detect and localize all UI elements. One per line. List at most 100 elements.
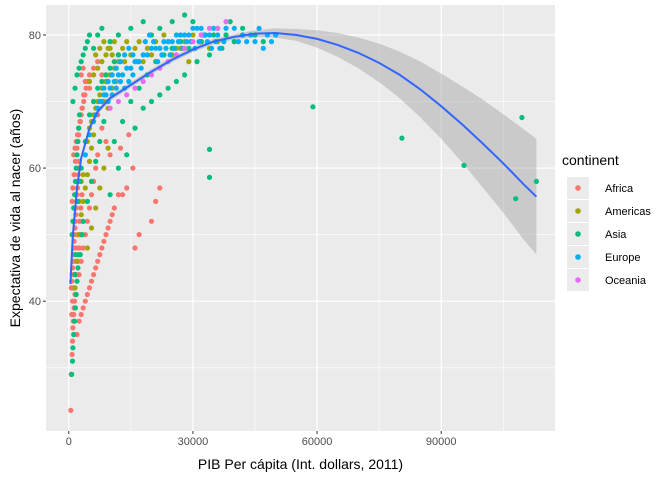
point-asia xyxy=(310,104,316,110)
point-europe xyxy=(109,72,115,78)
point-americas xyxy=(140,59,146,65)
point-europe xyxy=(113,65,119,71)
point-americas xyxy=(86,78,93,85)
point-europe xyxy=(161,39,167,45)
point-asia xyxy=(165,85,171,91)
point-oceania xyxy=(132,85,138,91)
point-asia xyxy=(80,218,86,224)
point-asia xyxy=(97,138,103,145)
point-oceania xyxy=(182,45,188,51)
point-europe xyxy=(206,32,213,38)
point-europe xyxy=(184,39,190,45)
point-europe xyxy=(260,45,266,51)
point-europe xyxy=(124,65,130,71)
point-africa xyxy=(105,225,111,231)
legend-swatch-oceania xyxy=(575,277,581,283)
point-asia xyxy=(124,152,130,158)
legend-label-americas: Americas xyxy=(605,206,651,218)
point-oceania xyxy=(107,105,113,111)
point-asia xyxy=(186,45,192,51)
smooth-trend-line xyxy=(69,31,538,284)
point-asia xyxy=(223,32,229,38)
y-axis-title: Expectativa de vida al nacer (años) xyxy=(7,109,23,328)
point-oceania xyxy=(206,25,213,31)
point-africa xyxy=(109,212,115,218)
point-asia xyxy=(76,112,83,118)
point-africa xyxy=(74,145,80,151)
point-asia xyxy=(91,45,97,51)
point-asia xyxy=(70,345,76,351)
point-africa xyxy=(79,192,85,198)
point-africa xyxy=(79,105,85,111)
point-asia xyxy=(111,138,117,145)
point-americas xyxy=(161,32,167,38)
point-europe xyxy=(223,25,229,31)
point-asia xyxy=(206,174,213,180)
x-tick-label: 90000 xyxy=(426,436,457,448)
trend-line xyxy=(69,31,538,284)
point-europe xyxy=(169,39,175,45)
point-africa xyxy=(99,125,105,131)
point-europe xyxy=(126,45,132,51)
point-asia xyxy=(227,19,233,25)
point-africa xyxy=(81,98,87,105)
point-africa xyxy=(76,245,83,251)
point-americas xyxy=(99,59,105,65)
point-africa xyxy=(93,265,99,271)
point-asia xyxy=(72,272,78,278)
point-asia xyxy=(82,45,88,51)
point-europe xyxy=(138,65,144,71)
point-africa xyxy=(148,218,155,224)
point-asia xyxy=(136,85,142,91)
point-americas xyxy=(78,212,84,218)
point-africa xyxy=(71,172,77,178)
point-americas xyxy=(132,45,138,51)
legend-swatch-asia xyxy=(575,231,581,237)
point-asia xyxy=(101,118,107,125)
point-asia xyxy=(72,305,78,311)
point-asia xyxy=(86,32,93,38)
point-asia xyxy=(84,39,90,45)
point-africa xyxy=(91,272,97,278)
point-europe xyxy=(157,45,163,51)
point-asia xyxy=(76,65,82,71)
point-asia xyxy=(182,72,188,78)
point-americas xyxy=(111,39,117,45)
point-europe xyxy=(235,39,241,45)
point-americas xyxy=(93,205,99,211)
point-americas xyxy=(80,172,86,178)
point-europe xyxy=(244,39,250,45)
point-asia xyxy=(533,178,540,184)
point-europe xyxy=(82,152,88,158)
y-tick-label: 40 xyxy=(29,296,41,308)
point-asia xyxy=(211,32,217,38)
point-asia xyxy=(128,25,134,31)
point-asia xyxy=(231,39,237,45)
point-oceania xyxy=(115,98,121,105)
point-americas xyxy=(95,65,101,71)
point-asia xyxy=(77,252,83,258)
point-asia xyxy=(74,278,80,284)
point-africa xyxy=(95,152,101,158)
legend-swatch-europe xyxy=(575,254,581,260)
point-americas xyxy=(144,45,150,51)
x-tick-label: 60000 xyxy=(302,436,333,448)
point-europe xyxy=(148,45,155,51)
point-europe xyxy=(126,78,132,85)
point-asia xyxy=(91,98,97,105)
point-africa xyxy=(130,165,136,171)
point-europe xyxy=(252,39,258,45)
point-americas xyxy=(84,172,90,178)
point-americas xyxy=(93,52,99,58)
point-europe xyxy=(231,25,237,31)
point-asia xyxy=(399,135,405,141)
x-axis-title: PIB Per cápita (Int. dollars, 2011) xyxy=(198,456,403,472)
point-europe xyxy=(208,45,215,51)
point-oceania xyxy=(223,19,229,25)
point-americas xyxy=(91,72,97,78)
point-asia xyxy=(69,358,76,364)
point-europe xyxy=(165,39,171,45)
point-africa xyxy=(111,205,117,211)
point-europe xyxy=(134,59,140,65)
point-europe xyxy=(171,45,177,51)
